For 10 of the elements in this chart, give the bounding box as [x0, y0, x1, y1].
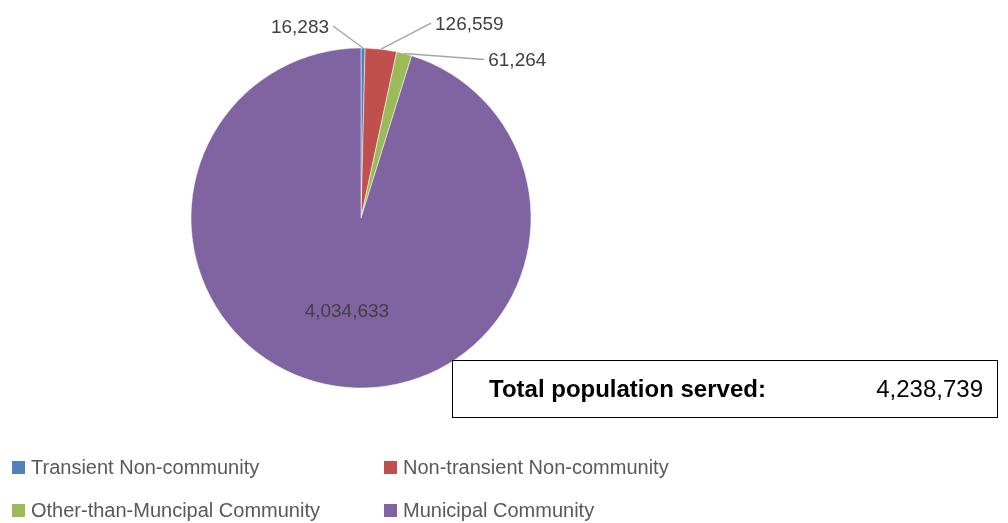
data-label: 61,264 — [488, 49, 547, 71]
legend-label: Other-than-Muncipal Community — [31, 499, 320, 522]
legend-label: Non-transient Non-community — [403, 456, 669, 479]
text: 4,238,739 — [876, 375, 983, 403]
data-label: 4,034,633 — [304, 299, 390, 321]
legend-label: Municipal Community — [403, 499, 595, 522]
legend-label: Transient Non-community — [31, 456, 260, 479]
data-label: 126,559 — [435, 12, 504, 34]
text: Total population served: — [489, 375, 766, 403]
data-label: 16,283 — [270, 15, 330, 37]
